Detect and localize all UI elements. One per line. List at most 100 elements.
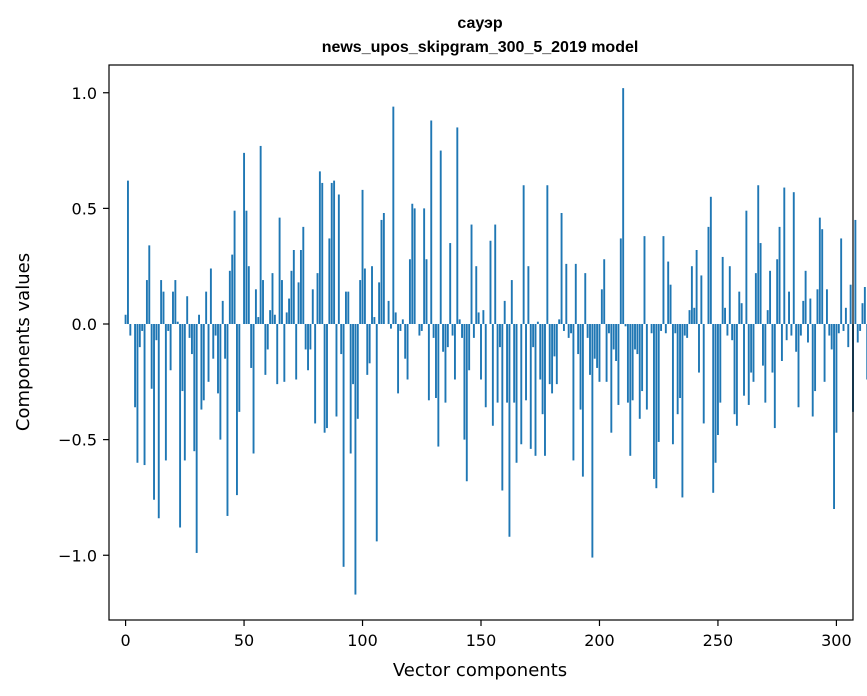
- bar-component-185: [562, 324, 565, 331]
- bar-component-204: [608, 324, 610, 334]
- bar-component-99: [359, 280, 362, 324]
- bar-component-190: [574, 263, 577, 325]
- bar-component-212: [626, 324, 629, 403]
- bar-component-129: [430, 120, 433, 324]
- bar-component-227: [662, 236, 665, 325]
- bar-component-174: [536, 321, 539, 324]
- bar-component-36: [209, 268, 212, 324]
- bar-component-288: [807, 324, 809, 343]
- bar-component-122: [413, 208, 416, 324]
- x-tick-label: 200: [584, 631, 615, 650]
- bar-component-85: [326, 324, 328, 429]
- bar-component-244: [702, 324, 705, 424]
- x-tick-label: 100: [347, 631, 378, 650]
- bar-component-189: [572, 324, 575, 461]
- bar-component-2: [129, 324, 132, 336]
- bar-component-8: [143, 324, 146, 466]
- bar-component-283: [795, 324, 798, 352]
- bar-component-179: [548, 324, 551, 385]
- bar-component-111: [387, 300, 390, 325]
- bar-component-274: [773, 324, 776, 429]
- bar-component-285: [799, 324, 802, 336]
- bar-component-42: [224, 324, 227, 359]
- bar-component-286: [802, 300, 805, 325]
- bar-component-261: [743, 324, 745, 396]
- bar-component-296: [825, 289, 828, 324]
- bar-component-300: [835, 324, 838, 433]
- bar-component-76: [304, 324, 307, 350]
- bar-component-21: [174, 280, 177, 324]
- bar-component-217: [638, 324, 641, 419]
- bar-component-304: [844, 307, 847, 324]
- bar-component-109: [382, 213, 385, 324]
- bar-component-89: [335, 324, 338, 417]
- bar-component-130: [432, 324, 435, 338]
- bar-component-278: [783, 187, 786, 324]
- bar-component-20: [172, 291, 174, 325]
- bar-component-271: [766, 310, 769, 325]
- y-tick-label: 0.0: [72, 315, 97, 334]
- bar-component-134: [442, 324, 445, 352]
- bar-component-30: [195, 324, 198, 553]
- bar-component-141: [458, 319, 461, 325]
- bar-component-246: [707, 226, 710, 325]
- bar-component-27: [188, 324, 191, 338]
- bar-component-312: [863, 287, 866, 324]
- bar-component-39: [217, 324, 219, 394]
- bar-component-35: [207, 324, 210, 382]
- bar-component-41: [221, 300, 224, 325]
- bar-component-311: [861, 303, 864, 324]
- bar-component-257: [733, 324, 736, 415]
- bars-group: [124, 88, 867, 595]
- bar-component-277: [780, 324, 783, 361]
- bar-component-19: [169, 324, 172, 371]
- bar-component-209: [619, 238, 622, 324]
- bar-component-243: [700, 275, 703, 324]
- bar-component-47: [236, 324, 238, 496]
- bar-component-275: [776, 259, 779, 324]
- bar-component-291: [814, 324, 817, 392]
- bar-component-213: [629, 324, 632, 456]
- bar-component-58: [262, 280, 264, 324]
- bar-component-17: [164, 324, 167, 461]
- bar-component-249: [714, 324, 717, 463]
- bar-component-142: [461, 324, 463, 338]
- bar-component-203: [605, 324, 608, 382]
- bar-component-299: [833, 324, 835, 509]
- bar-component-163: [510, 280, 513, 324]
- bar-component-233: [676, 324, 679, 415]
- bar-component-290: [811, 324, 814, 417]
- bar-component-177: [544, 324, 546, 456]
- bar-component-48: [238, 324, 241, 412]
- bar-component-84: [323, 324, 326, 433]
- bar-component-269: [762, 324, 764, 366]
- bar-component-168: [522, 185, 525, 324]
- bar-component-214: [631, 324, 634, 401]
- bar-component-86: [328, 238, 331, 324]
- bar-component-173: [534, 324, 537, 456]
- bar-component-75: [302, 226, 305, 325]
- bar-component-137: [449, 243, 452, 324]
- bar-component-136: [446, 324, 449, 348]
- bar-component-106: [375, 324, 378, 542]
- bar-component-202: [603, 259, 606, 324]
- bar-component-224: [655, 324, 658, 489]
- y-axis-label: Components values: [13, 253, 34, 431]
- bar-component-59: [264, 324, 267, 375]
- bar-component-114: [394, 312, 397, 324]
- bar-component-157: [496, 324, 499, 403]
- bar-component-187: [567, 324, 570, 338]
- y-tick-label: 0.5: [72, 199, 97, 218]
- bar-component-248: [712, 324, 715, 493]
- bar-component-126: [423, 208, 426, 324]
- bar-component-13: [155, 324, 158, 341]
- bar-component-240: [693, 307, 696, 324]
- bar-component-5: [136, 324, 139, 463]
- bar-component-308: [854, 219, 857, 324]
- bar-component-287: [804, 270, 807, 324]
- bar-component-272: [769, 270, 772, 324]
- bar-component-45: [231, 254, 234, 324]
- bar-component-25: [183, 324, 186, 461]
- x-tick-label: 0: [120, 631, 130, 650]
- bar-component-162: [508, 324, 511, 537]
